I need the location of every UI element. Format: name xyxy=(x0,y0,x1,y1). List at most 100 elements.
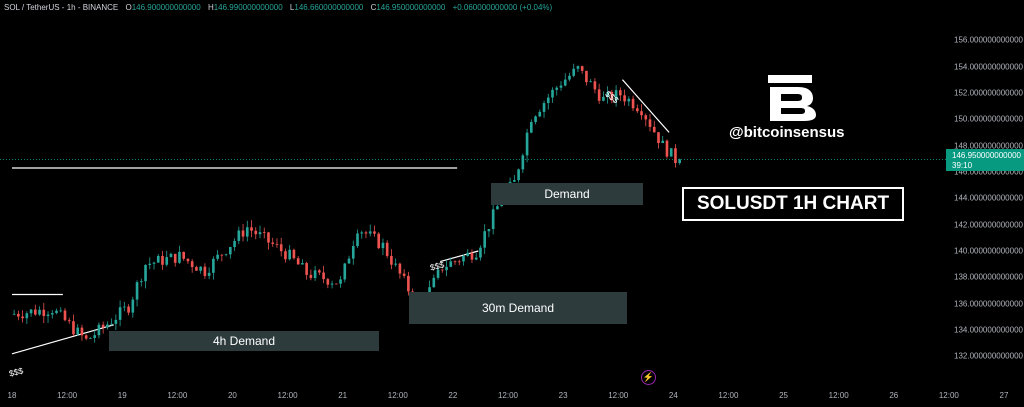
candle-body-49 xyxy=(220,254,224,256)
x-tick-label: 12:00 xyxy=(277,391,298,400)
candle-body-5 xyxy=(34,309,37,315)
candle-body-71 xyxy=(313,270,317,279)
candle-body-32 xyxy=(148,263,152,265)
x-tick-label: 19 xyxy=(117,391,127,400)
candle-body-33 xyxy=(152,262,156,264)
candle-body-59 xyxy=(262,232,266,233)
candle-body-63 xyxy=(279,244,283,252)
y-tick-label: 136.000000000000 xyxy=(954,299,1023,309)
candle-body-26 xyxy=(123,306,126,308)
x-tick-label: 18 xyxy=(7,391,17,400)
candle-body-149 xyxy=(644,115,648,120)
candle-body-132 xyxy=(572,68,576,76)
candle-body-143 xyxy=(619,90,622,96)
candle-body-90 xyxy=(394,263,397,265)
zone-demand: Demand xyxy=(491,183,643,205)
y-tick-label: 140.000000000000 xyxy=(954,246,1023,256)
y-tick-label: 142.000000000000 xyxy=(954,220,1023,230)
candle-body-14 xyxy=(72,321,75,335)
candle-body-35 xyxy=(161,255,164,265)
candle-body-100 xyxy=(436,269,440,278)
candle-body-13 xyxy=(67,320,71,322)
candle-body-129 xyxy=(559,85,563,88)
candle-body-147 xyxy=(635,108,639,112)
candle-body-131 xyxy=(568,75,571,80)
candle-body-144 xyxy=(623,95,626,102)
symbol-label[interactable]: SOL / TetherUS - 1h - BINANCE xyxy=(4,3,119,12)
brand-b-logo-icon xyxy=(768,75,816,121)
candle-body-78 xyxy=(343,263,347,280)
candle-body-82 xyxy=(360,232,364,234)
candle-body-64 xyxy=(284,251,287,260)
open-value: 146.900000000000 xyxy=(131,3,201,12)
x-tick-label: 27 xyxy=(999,391,1009,400)
candle-body-7 xyxy=(42,309,46,316)
zone-30m-demand: 30m Demand xyxy=(409,292,627,324)
candle-body-112 xyxy=(487,229,491,232)
candle-body-145 xyxy=(627,98,631,102)
candle-body-76 xyxy=(334,283,338,285)
price-chart[interactable] xyxy=(0,0,948,407)
y-tick-label: 144.000000000000 xyxy=(954,193,1023,203)
candle-body-77 xyxy=(339,279,342,284)
candle-body-93 xyxy=(407,275,410,292)
candle-body-6 xyxy=(38,309,41,315)
candle-body-27 xyxy=(127,306,130,313)
candle-body-148 xyxy=(640,111,643,116)
candle-body-37 xyxy=(169,253,173,258)
price-axis[interactable]: 156.000000000000 154.000000000000 152.0000… xyxy=(948,0,1024,407)
high-value: 146.990000000000 xyxy=(213,3,283,12)
candle-body-12 xyxy=(63,310,67,321)
candle-body-19 xyxy=(93,335,96,338)
candle-body-127 xyxy=(551,89,554,98)
candle-body-61 xyxy=(271,242,275,244)
candle-body-89 xyxy=(390,255,393,265)
candle-body-99 xyxy=(432,277,436,288)
candle-body-124 xyxy=(538,111,542,117)
zone-4h-demand: 4h Demand xyxy=(109,331,379,351)
candle-body-130 xyxy=(563,79,567,86)
candle-body-24 xyxy=(114,319,118,324)
candle-body-156 xyxy=(674,148,677,164)
candle-body-74 xyxy=(326,279,330,285)
candle-body-52 xyxy=(233,240,236,247)
candle-body-28 xyxy=(131,299,135,313)
candle-body-15 xyxy=(76,327,80,335)
candle-body-140 xyxy=(606,92,609,97)
candle-body-20 xyxy=(97,324,101,336)
liquidity-line-2 xyxy=(622,79,670,133)
candle-body-21 xyxy=(101,324,105,328)
candle-body-109 xyxy=(474,257,478,260)
x-tick-label: 26 xyxy=(889,391,899,400)
ohlc-header: SOL / TetherUS - 1h - BINANCE O146.90000… xyxy=(4,3,552,12)
candle-body-16 xyxy=(80,327,84,336)
candle-body-88 xyxy=(385,242,389,256)
candle-body-51 xyxy=(229,246,232,255)
candle-body-9 xyxy=(50,313,54,315)
x-tick-label: 12:00 xyxy=(718,391,739,400)
candle-body-111 xyxy=(483,231,486,248)
x-tick-label: 12:00 xyxy=(828,391,849,400)
candle-body-56 xyxy=(250,227,253,231)
y-tick-label: 132.000000000000 xyxy=(954,351,1023,361)
candle-body-137 xyxy=(593,81,597,90)
candle-body-134 xyxy=(580,66,584,71)
lightning-icon[interactable]: ⚡ xyxy=(641,370,656,385)
candle-body-45 xyxy=(203,266,207,276)
candle-body-108 xyxy=(470,252,474,260)
chart-title-box: SOLUSDT 1H CHART xyxy=(682,187,904,221)
x-tick-label: 12:00 xyxy=(497,391,519,400)
candle-body-105 xyxy=(457,261,461,263)
candle-body-135 xyxy=(585,70,588,83)
candle-body-2 xyxy=(21,316,24,319)
candle-body-54 xyxy=(241,230,245,237)
close-label: C xyxy=(370,3,377,12)
x-tick-label: 21 xyxy=(338,391,348,400)
candle-body-17 xyxy=(84,335,88,339)
candle-body-107 xyxy=(466,252,470,257)
candle-body-75 xyxy=(330,283,334,285)
candle-body-8 xyxy=(46,314,50,316)
candle-body-152 xyxy=(657,132,660,144)
candle-body-155 xyxy=(669,148,673,157)
